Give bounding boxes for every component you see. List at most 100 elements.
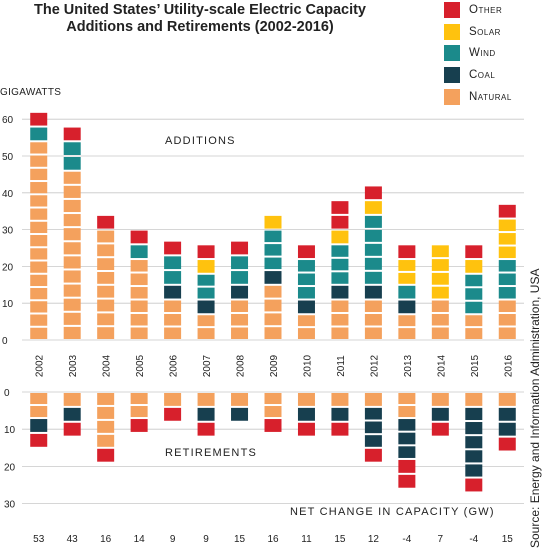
net-change-value: 9 xyxy=(203,534,209,545)
category-label: 2007 xyxy=(202,354,213,377)
addition-bar-solar xyxy=(465,260,483,273)
net-change-value: -4 xyxy=(469,534,478,545)
category-label: 2005 xyxy=(135,354,146,377)
addition-bar-natural xyxy=(30,195,48,207)
addition-bar-wind xyxy=(231,256,249,270)
addition-bar-coal xyxy=(231,285,249,299)
addition-bar-wind xyxy=(364,215,382,228)
addition-bar-natural xyxy=(30,235,48,247)
net-change-value: 53 xyxy=(33,534,45,545)
addition-bar-wind xyxy=(164,271,182,284)
addition-bar-natural xyxy=(30,221,48,234)
bars xyxy=(30,112,516,492)
retirement-bar-natural xyxy=(398,393,416,405)
retirement-bar-coal xyxy=(465,407,483,421)
legend-label-wind: Wind xyxy=(469,47,496,59)
category-label: 2003 xyxy=(68,354,79,377)
addition-bar-wind xyxy=(297,260,315,272)
addition-bar-wind xyxy=(63,142,81,155)
addition-bar-natural xyxy=(97,313,115,326)
net-change-value: 43 xyxy=(67,534,79,545)
addition-bar-natural xyxy=(63,284,81,297)
addition-bar-natural xyxy=(431,300,449,313)
addition-bar-natural xyxy=(364,300,382,313)
category-label: 2015 xyxy=(470,354,481,377)
addition-bar-wind xyxy=(331,258,349,271)
retirement-bar-natural xyxy=(498,393,516,406)
addition-bar-coal xyxy=(164,285,182,299)
addition-bar-other xyxy=(498,204,516,218)
addition-bar-wind xyxy=(164,256,182,270)
addition-bar-solar xyxy=(498,219,516,232)
addition-bar-solar xyxy=(398,260,416,271)
addition-bar-wind xyxy=(331,272,349,284)
addition-bar-solar xyxy=(431,245,449,258)
addition-bar-natural xyxy=(331,314,349,326)
retirement-bar-natural xyxy=(97,393,115,405)
addition-bar-natural xyxy=(30,301,48,313)
additions-label: ADDITIONS xyxy=(165,135,236,147)
addition-bar-natural xyxy=(498,300,516,313)
retirement-bar-other xyxy=(297,422,315,436)
retirement-bar-coal xyxy=(465,464,483,477)
addition-bar-other xyxy=(364,186,382,200)
addition-bar-coal xyxy=(197,300,215,314)
retirements-tick-label: 20 xyxy=(4,462,16,473)
addition-bar-natural xyxy=(97,272,115,284)
net-change-value: 16 xyxy=(267,534,279,545)
addition-bar-solar xyxy=(364,201,382,214)
addition-bar-natural xyxy=(30,182,48,194)
category-label: 2006 xyxy=(169,354,180,377)
addition-bar-solar xyxy=(431,259,449,271)
addition-bar-natural xyxy=(30,142,48,154)
addition-bar-other xyxy=(164,241,182,255)
addition-bar-natural xyxy=(297,315,315,327)
retirement-bar-other xyxy=(465,478,483,492)
retirement-bar-other xyxy=(264,419,282,432)
retirement-bar-coal xyxy=(364,421,382,434)
addition-bar-wind xyxy=(264,257,282,270)
addition-bar-natural xyxy=(97,244,115,257)
addition-bar-coal xyxy=(297,300,315,314)
retirement-bar-natural xyxy=(130,406,148,418)
addition-bar-other xyxy=(63,127,81,141)
addition-bar-wind xyxy=(197,274,215,286)
retirement-bar-coal xyxy=(398,432,416,445)
addition-bar-natural xyxy=(331,300,349,313)
net-change-value: 7 xyxy=(438,534,444,545)
addition-bar-other xyxy=(197,245,215,259)
retirement-bar-natural xyxy=(297,393,315,406)
retirement-bar-natural xyxy=(164,393,182,406)
retirement-bar-natural xyxy=(30,393,48,405)
retirement-bar-coal xyxy=(331,407,349,421)
addition-bar-natural xyxy=(63,214,81,227)
addition-bar-wind xyxy=(364,229,382,242)
addition-bar-other xyxy=(130,230,148,244)
addition-bar-natural xyxy=(498,327,516,339)
retirement-bar-coal xyxy=(498,422,516,436)
retirement-bar-other xyxy=(97,448,115,462)
addition-bar-natural xyxy=(498,314,516,326)
addition-bar-natural xyxy=(431,314,449,326)
retirement-bar-natural xyxy=(97,406,115,419)
net-change-labels: 53 43 16 14 9 9 15 16 11 15 12 -4 7 -4 15 xyxy=(33,534,513,545)
addition-bar-other xyxy=(30,112,48,126)
addition-bar-solar xyxy=(431,272,449,285)
retirement-bar-natural xyxy=(331,393,349,406)
retirement-bar-other xyxy=(164,407,182,421)
category-label: 2009 xyxy=(269,354,280,377)
retirement-bar-coal xyxy=(231,407,249,421)
addition-bar-natural xyxy=(63,270,81,283)
retirement-bar-other xyxy=(30,433,48,447)
retirement-bar-coal xyxy=(30,419,48,432)
addition-bar-natural xyxy=(63,171,81,184)
addition-bar-natural xyxy=(130,314,148,326)
title-line-2: Additions and Retirements (2002-2016) xyxy=(66,19,334,35)
retirement-bar-other xyxy=(398,474,416,488)
tick-labels: 0 10 20 30 40 50 60 0 10 20 30 xyxy=(2,115,16,510)
additions-tick-label: 20 xyxy=(2,262,14,273)
retirements-label: RETIREMENTS xyxy=(165,447,257,459)
chart-title: The United States’ Utility-scale Electri… xyxy=(0,2,400,36)
addition-bar-other xyxy=(231,241,249,255)
addition-bar-natural xyxy=(465,315,483,327)
